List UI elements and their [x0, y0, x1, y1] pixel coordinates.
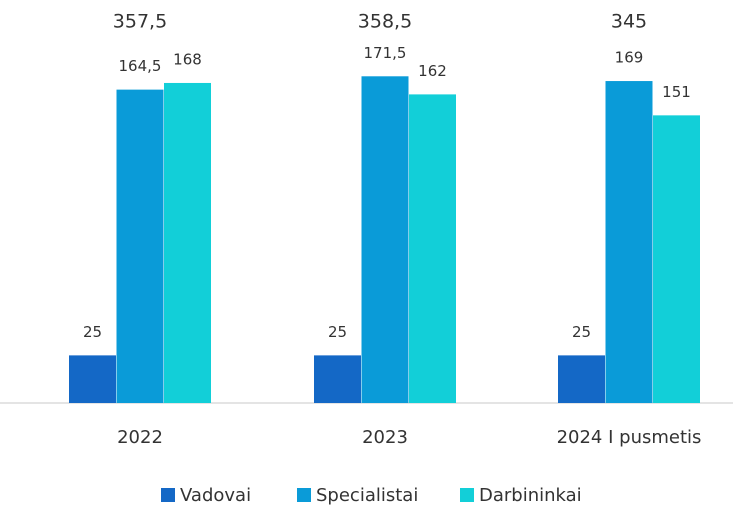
value-label: 25 [572, 323, 591, 341]
value-label: 151 [662, 83, 691, 101]
value-label: 164,5 [119, 57, 162, 75]
x-tick-label: 2023 [362, 427, 408, 448]
value-label: 25 [83, 323, 102, 341]
bar [409, 94, 456, 403]
total-label: 357,5 [113, 11, 167, 33]
total-label: 345 [611, 11, 647, 33]
bar [361, 76, 409, 403]
x-tick-label: 2024 I pusmetis [557, 427, 702, 448]
legend-label: Darbininkai [479, 485, 582, 506]
legend-swatch [297, 488, 311, 502]
legend-label: Specialistai [316, 485, 418, 506]
value-label: 169 [615, 49, 644, 67]
bar [314, 355, 361, 403]
bar [116, 89, 164, 403]
legend-swatch [460, 488, 474, 502]
value-label: 171,5 [364, 44, 407, 62]
value-label: 25 [328, 323, 347, 341]
legend-swatch [161, 488, 175, 502]
value-label: 168 [173, 50, 202, 68]
total-label: 358,5 [358, 11, 412, 33]
x-tick-label: 2022 [117, 427, 163, 448]
value-label: 162 [418, 62, 447, 80]
legend-label: Vadovai [180, 485, 251, 506]
bar [653, 115, 700, 403]
bar [164, 82, 211, 404]
bar [605, 81, 653, 404]
bar [69, 355, 116, 403]
bar [558, 355, 605, 403]
